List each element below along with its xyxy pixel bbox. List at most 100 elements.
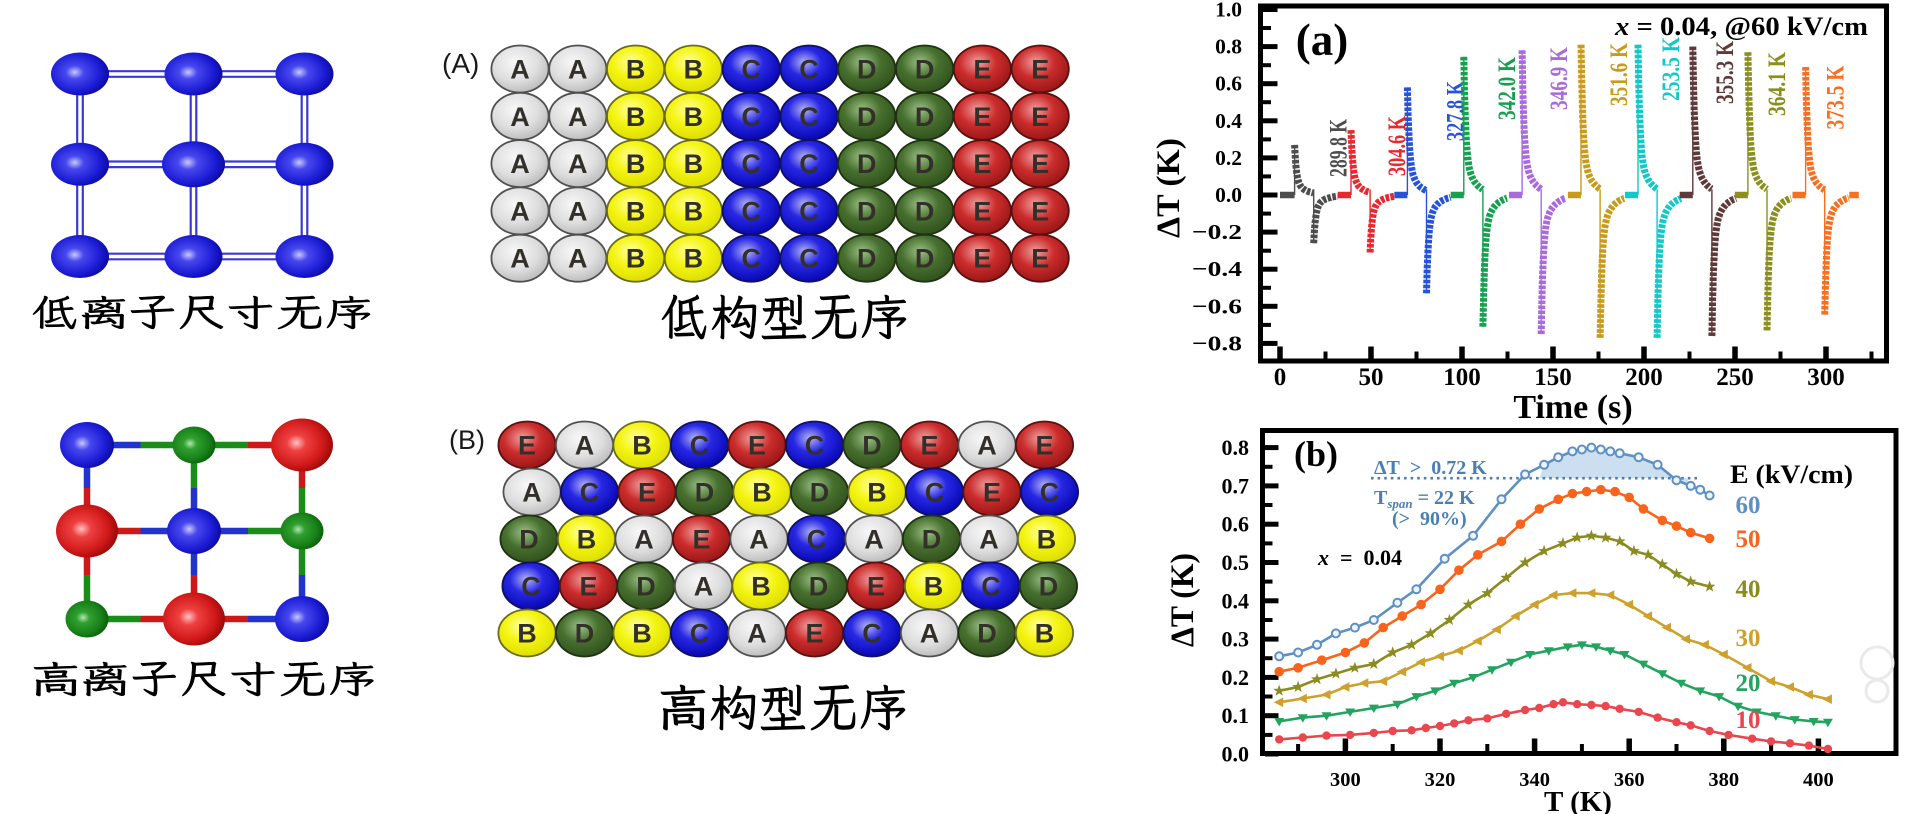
svg-text:D: D bbox=[915, 149, 935, 179]
svg-text:1.0: 1.0 bbox=[1215, 0, 1242, 22]
svg-text:B: B bbox=[1035, 619, 1055, 649]
svg-text:A: A bbox=[979, 525, 999, 555]
svg-text:A: A bbox=[977, 431, 997, 461]
svg-text:ΔT (K): ΔT (K) bbox=[1165, 553, 1201, 647]
svg-text:355.3 K: 355.3 K bbox=[1712, 41, 1739, 104]
svg-text:E: E bbox=[920, 431, 938, 461]
svg-text:−0.8: −0.8 bbox=[1192, 331, 1242, 355]
svg-text:0.6: 0.6 bbox=[1215, 72, 1242, 96]
svg-text:C: C bbox=[799, 244, 819, 274]
svg-text:B: B bbox=[684, 244, 704, 274]
svg-text:0.2: 0.2 bbox=[1222, 665, 1250, 690]
svg-text:B: B bbox=[626, 196, 646, 226]
svg-text:D: D bbox=[1039, 572, 1059, 602]
svg-text:A: A bbox=[568, 196, 588, 226]
svg-text:A: A bbox=[694, 572, 714, 602]
svg-text:E: E bbox=[1031, 196, 1049, 226]
svg-text:A: A bbox=[510, 55, 530, 85]
svg-text:A: A bbox=[568, 149, 588, 179]
svg-text:(A): (A) bbox=[442, 48, 479, 79]
svg-text:E: E bbox=[638, 478, 656, 508]
svg-text:C: C bbox=[741, 55, 761, 85]
svg-text:B: B bbox=[684, 102, 704, 132]
svg-text:C: C bbox=[580, 478, 600, 508]
svg-text:E: E bbox=[692, 525, 710, 555]
svg-text:D: D bbox=[857, 244, 877, 274]
svg-text:D: D bbox=[862, 431, 882, 461]
svg-text:0.0: 0.0 bbox=[1215, 183, 1242, 207]
svg-text:A: A bbox=[634, 525, 654, 555]
svg-text:A: A bbox=[575, 431, 595, 461]
svg-text:−0.4: −0.4 bbox=[1192, 257, 1242, 281]
svg-text:0.3: 0.3 bbox=[1222, 627, 1250, 652]
svg-text:E: E bbox=[973, 196, 991, 226]
svg-text:289.8 K: 289.8 K bbox=[1326, 119, 1353, 177]
svg-text:50: 50 bbox=[1736, 526, 1761, 553]
svg-text:D: D bbox=[636, 572, 656, 602]
svg-text:−0.2: −0.2 bbox=[1192, 220, 1242, 244]
svg-text:380: 380 bbox=[1708, 769, 1739, 791]
svg-text:C: C bbox=[741, 244, 761, 274]
svg-text:0.6: 0.6 bbox=[1222, 512, 1250, 537]
svg-text:E (kV/cm): E (kV/cm) bbox=[1730, 460, 1853, 489]
svg-text:B: B bbox=[577, 525, 597, 555]
svg-text:C: C bbox=[799, 196, 819, 226]
svg-text:C: C bbox=[741, 102, 761, 132]
svg-text:0: 0 bbox=[1274, 364, 1287, 391]
svg-text:40: 40 bbox=[1736, 576, 1761, 603]
svg-text:50: 50 bbox=[1359, 364, 1384, 391]
svg-text:0.4: 0.4 bbox=[1215, 109, 1242, 133]
svg-text:E: E bbox=[983, 478, 1001, 508]
svg-text:C: C bbox=[925, 478, 945, 508]
svg-text:20: 20 bbox=[1736, 670, 1761, 697]
svg-text:A: A bbox=[510, 244, 530, 274]
svg-text:150: 150 bbox=[1534, 364, 1572, 391]
svg-text:A: A bbox=[510, 102, 530, 132]
svg-text:B: B bbox=[752, 478, 772, 508]
svg-text:B: B bbox=[517, 619, 537, 649]
svg-text:C: C bbox=[799, 102, 819, 132]
svg-text:(a): (a) bbox=[1296, 15, 1348, 65]
svg-text:351.6 K: 351.6 K bbox=[1606, 43, 1633, 106]
svg-text:200: 200 bbox=[1625, 364, 1663, 391]
svg-text:E: E bbox=[867, 572, 885, 602]
svg-text:E: E bbox=[1031, 244, 1049, 274]
svg-text:60: 60 bbox=[1736, 492, 1761, 519]
svg-text:E: E bbox=[973, 102, 991, 132]
svg-text:D: D bbox=[809, 572, 829, 602]
svg-text:A: A bbox=[864, 525, 884, 555]
svg-text:B: B bbox=[751, 572, 771, 602]
svg-text:A: A bbox=[920, 619, 940, 649]
svg-text:E: E bbox=[1031, 102, 1049, 132]
svg-text:400: 400 bbox=[1803, 769, 1834, 791]
svg-text:B: B bbox=[867, 478, 887, 508]
svg-text:B: B bbox=[626, 244, 646, 274]
svg-text:364.1 K: 364.1 K bbox=[1764, 52, 1791, 116]
svg-text:C: C bbox=[807, 525, 827, 555]
svg-text:0.4: 0.4 bbox=[1222, 588, 1250, 613]
svg-text:0.5: 0.5 bbox=[1222, 550, 1250, 575]
svg-text:346.9 K: 346.9 K bbox=[1546, 47, 1573, 110]
svg-text:Tspan = 22 K: Tspan = 22 K bbox=[1374, 487, 1475, 511]
svg-text:D: D bbox=[857, 55, 877, 85]
svg-text:A: A bbox=[568, 102, 588, 132]
svg-text:(B): (B) bbox=[449, 425, 485, 455]
svg-text:A: A bbox=[510, 196, 530, 226]
svg-text:E: E bbox=[579, 572, 597, 602]
svg-text:E: E bbox=[973, 149, 991, 179]
svg-text:342.0 K: 342.0 K bbox=[1494, 57, 1521, 120]
svg-text:D: D bbox=[915, 244, 935, 274]
svg-text:10: 10 bbox=[1736, 707, 1761, 734]
svg-text:E: E bbox=[518, 431, 536, 461]
svg-text:x = 0.04, @60 kV/cm: x = 0.04, @60 kV/cm bbox=[1614, 12, 1868, 41]
svg-text:A: A bbox=[568, 244, 588, 274]
svg-text:300: 300 bbox=[1807, 364, 1845, 391]
svg-text:E: E bbox=[973, 244, 991, 274]
svg-text:D: D bbox=[915, 55, 935, 85]
svg-text:E: E bbox=[1031, 149, 1049, 179]
svg-text:(b): (b) bbox=[1294, 434, 1338, 474]
svg-text:D: D bbox=[857, 196, 877, 226]
svg-text:E: E bbox=[1031, 55, 1049, 85]
svg-text:C: C bbox=[690, 431, 710, 461]
svg-text:D: D bbox=[575, 619, 595, 649]
